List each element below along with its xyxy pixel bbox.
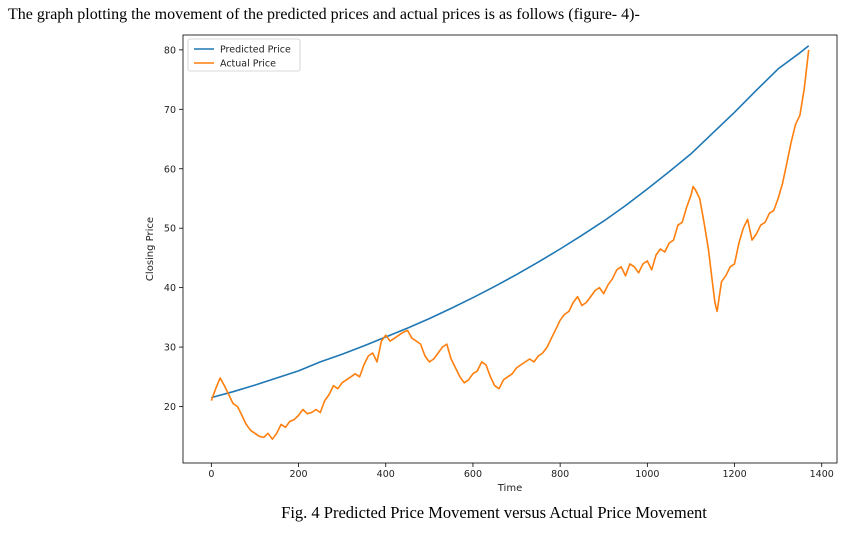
- x-tick-label: 0: [208, 469, 214, 480]
- legend-label-predicted-price: Predicted Price: [220, 45, 291, 56]
- intro-text: The graph plotting the movement of the p…: [8, 6, 640, 23]
- x-tick-label: 600: [464, 469, 482, 480]
- y-tick-label: 80: [164, 45, 176, 56]
- y-tick-label: 20: [164, 402, 176, 413]
- y-axis-label: Closing Price: [145, 217, 156, 281]
- y-tick-label: 50: [164, 224, 176, 235]
- x-tick-label: 1400: [810, 469, 834, 480]
- legend-box: [187, 38, 301, 72]
- x-tick-label: 800: [551, 469, 569, 480]
- x-tick-label: 1200: [722, 469, 746, 480]
- legend-label-actual-price: Actual Price: [220, 59, 276, 70]
- y-tick-label: 30: [164, 343, 176, 354]
- x-tick-label: 400: [377, 469, 395, 480]
- x-axis-label: Time: [497, 483, 522, 494]
- x-tick-label: 1000: [635, 469, 659, 480]
- figure-caption: Fig. 4 Predicted Price Movement versus A…: [281, 503, 707, 522]
- y-tick-label: 40: [164, 283, 176, 294]
- y-tick-label: 60: [164, 164, 176, 175]
- x-tick-label: 200: [289, 469, 307, 480]
- y-tick-label: 70: [164, 105, 176, 116]
- series-line-predicted-price: [211, 45, 810, 399]
- plot-frame: [182, 34, 838, 464]
- series-line-actual-price: [210, 49, 810, 440]
